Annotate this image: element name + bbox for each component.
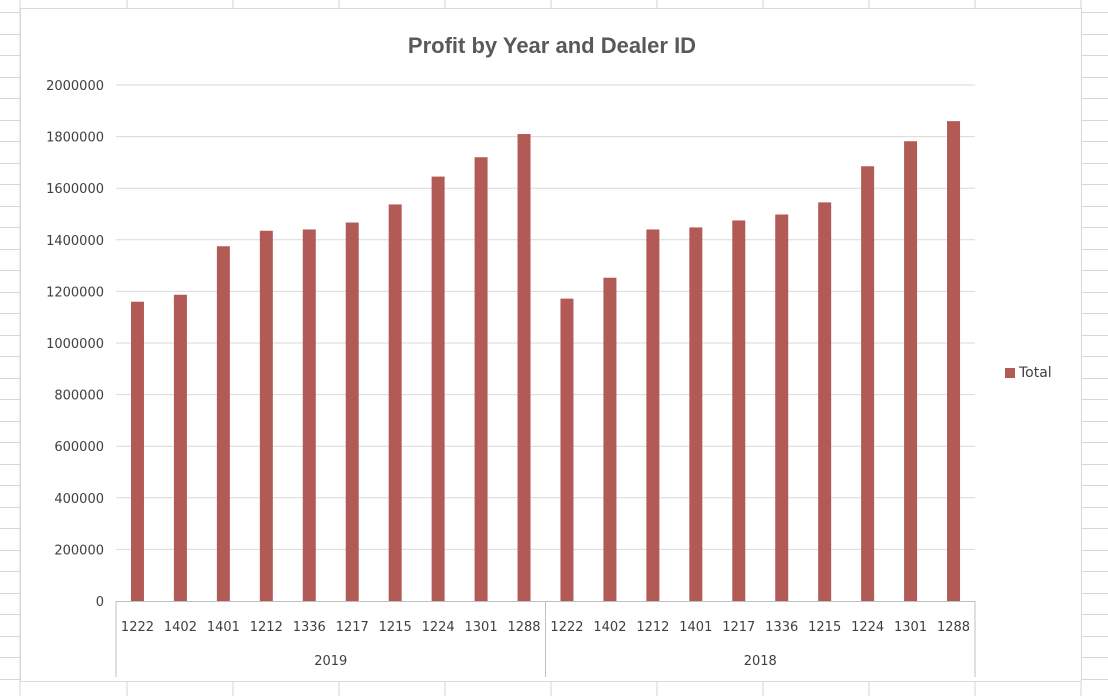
x-tick-label: 1301 [894,620,927,635]
bar [732,220,746,601]
bar [646,229,660,602]
bar [216,246,230,601]
bar [173,294,187,601]
bar [517,134,531,601]
x-tick-label: 1217 [336,620,369,635]
chart-title: Profit by Year and Dealer ID [407,33,697,58]
bar [603,277,617,601]
x-tick-label: 1222 [550,620,583,635]
y-tick-label: 1400000 [46,234,104,249]
y-tick-label: 200000 [54,543,104,558]
y-tick-label: 400000 [54,492,104,507]
x-tick-label: 1402 [164,620,197,635]
x-tick-label: 1336 [293,620,326,635]
legend-label: Total [1019,365,1052,381]
x-tick-label: 1215 [808,620,841,635]
bar [388,204,402,602]
x-tick-label: 1212 [636,620,669,635]
x-tick-label: 1224 [422,620,455,635]
x-tick-label: 1217 [722,620,755,635]
x-tick-label: 1224 [851,620,884,635]
y-tick-label: 1200000 [46,285,104,300]
bar [775,214,789,602]
group-label: 2018 [744,654,777,669]
bar [431,176,445,601]
x-tick-label: 1336 [765,620,798,635]
y-tick-label: 800000 [54,389,104,404]
bar [947,121,961,602]
x-tick-label: 1402 [593,620,626,635]
x-tick-label: 1401 [679,620,712,635]
legend: Total [1005,365,1052,381]
y-tick-label: 1000000 [46,337,104,352]
x-tick-label: 1222 [121,620,154,635]
legend-swatch [1005,368,1015,378]
x-tick-label: 1212 [250,620,283,635]
bar [474,157,488,602]
bar-chart: 0 200000 400000 600000 800000 1000000 1200000 1… [46,79,976,677]
bar [689,227,703,601]
x-tick-label: 1401 [207,620,240,635]
bar [130,301,144,601]
y-tick-label: 2000000 [46,79,104,94]
bar [259,230,273,601]
x-tick-label: 1215 [379,620,412,635]
bar [345,222,359,602]
group-label: 2019 [314,654,347,669]
y-tick-label: 1600000 [46,182,104,197]
x-tick-label: 1301 [465,620,498,635]
x-tick-label: 1288 [507,620,540,635]
bar [904,141,918,601]
y-tick-label: 600000 [54,440,104,455]
y-tick-label: 1800000 [46,131,104,146]
x-tick-label: 1288 [937,620,970,635]
bar [302,229,316,602]
bar [861,166,875,601]
bar [560,298,574,601]
y-tick-label: 0 [96,595,104,610]
chart-area[interactable]: Profit by Year and Dealer ID 0 200000 4000… [20,8,1082,682]
bar [818,202,832,601]
